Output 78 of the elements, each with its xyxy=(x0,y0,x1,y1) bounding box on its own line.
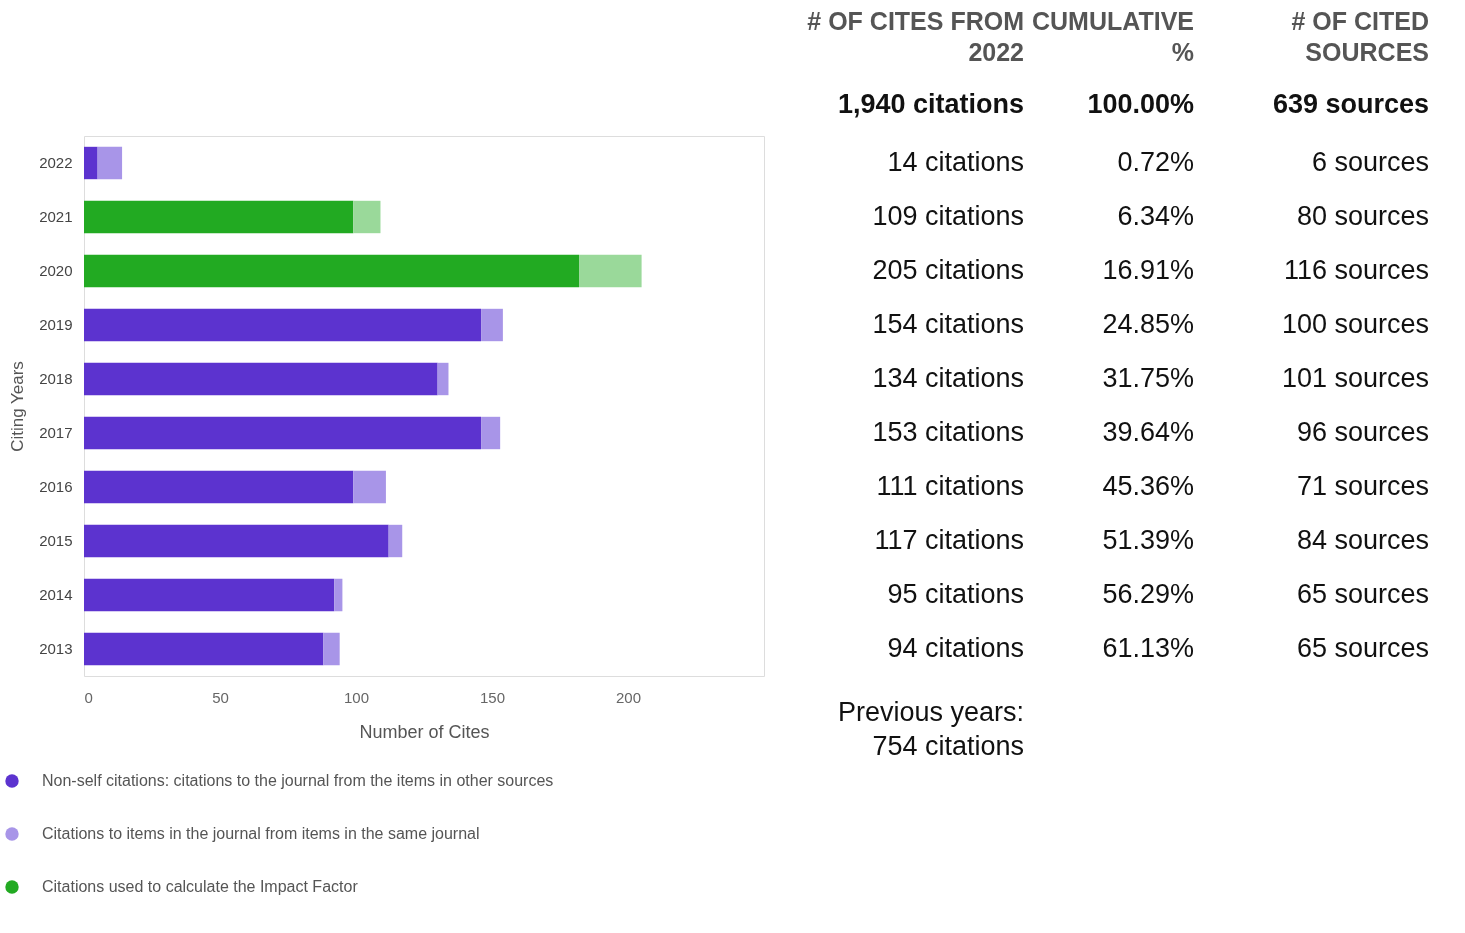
text: 61.13% xyxy=(1102,633,1194,663)
text: 6 sources xyxy=(1311,147,1429,177)
bar xyxy=(437,362,449,396)
legend-label: Non-self citations: citations to the journal from the items in other sources xyxy=(42,772,554,789)
text: 134 citations xyxy=(872,363,1024,393)
bar xyxy=(323,632,340,666)
y-tick-label: 2014 xyxy=(39,586,73,603)
text: 56.29% xyxy=(1102,579,1194,609)
bar xyxy=(84,632,324,666)
bar xyxy=(84,470,354,504)
text: 65 sources xyxy=(1296,579,1429,609)
text: 45.36% xyxy=(1102,471,1194,501)
text: 101 sources xyxy=(1281,363,1429,393)
text: 100 sources xyxy=(1281,309,1429,339)
text: 24.85% xyxy=(1102,309,1194,339)
bar xyxy=(481,308,503,342)
text: 116 sources xyxy=(1283,255,1429,285)
bar xyxy=(84,146,98,180)
text: 80 sources xyxy=(1296,201,1429,231)
text: 0.72% xyxy=(1117,147,1194,177)
bar xyxy=(84,254,580,288)
x-tick-label: 100 xyxy=(343,688,370,706)
bar xyxy=(353,200,381,234)
text: 71 sources xyxy=(1296,471,1429,501)
bar xyxy=(84,362,438,396)
x-tick-label: 200 xyxy=(615,688,642,706)
y-tick-label: 2019 xyxy=(39,316,73,333)
text: 153 citations xyxy=(872,417,1024,447)
y-axis-title: Citing Years xyxy=(8,361,28,452)
bar xyxy=(579,254,642,288)
text: 96 sources xyxy=(1296,417,1429,447)
x-tick-label: 150 xyxy=(479,688,506,706)
y-tick-label: 2016 xyxy=(39,478,73,495)
text: 639 sources xyxy=(1272,89,1429,119)
category-label: CUMULATIVE % xyxy=(1031,7,1194,66)
text: 6.34% xyxy=(1117,201,1194,231)
x-axis-title: Number of Cites xyxy=(359,721,490,742)
text: 100.00% xyxy=(1087,89,1194,119)
text: 95 citations xyxy=(887,579,1024,609)
legend-label: Citations used to calculate the Impact Factor xyxy=(42,878,359,895)
text: 39.64% xyxy=(1102,417,1194,447)
text: 205 citations xyxy=(872,255,1024,285)
category-label: # OF CITES FROM 2022 xyxy=(807,7,1024,66)
bar xyxy=(84,416,482,450)
y-tick-label: 2021 xyxy=(39,208,73,225)
bar xyxy=(481,416,501,450)
bar xyxy=(334,578,343,612)
bar xyxy=(84,200,354,234)
bar xyxy=(97,146,123,180)
text: 94 citations xyxy=(887,633,1024,663)
text: 84 sources xyxy=(1296,525,1429,555)
category-label: # OF CITED SOURCES xyxy=(1291,7,1429,66)
x-tick-label: 50 xyxy=(212,688,229,706)
bar xyxy=(84,524,389,558)
text: 51.39% xyxy=(1102,525,1194,555)
bar xyxy=(84,578,335,612)
y-tick-label: 2015 xyxy=(39,532,73,549)
text: 31.75% xyxy=(1102,363,1194,393)
text: 117 citations xyxy=(874,525,1024,555)
y-tick-label: 2018 xyxy=(39,370,73,387)
bar xyxy=(84,308,482,342)
y-tick-label: 2020 xyxy=(39,262,73,279)
text: 14 citations xyxy=(887,147,1024,177)
y-tick-label: 2017 xyxy=(39,424,73,441)
text: 109 citations xyxy=(872,201,1024,231)
legend-label: Citations to items in the journal from items in the same journal xyxy=(42,825,480,842)
y-tick-label: 2022 xyxy=(39,154,73,171)
x-tick-label: 0 xyxy=(84,688,93,706)
bar xyxy=(388,524,403,558)
text: 16.91% xyxy=(1102,255,1194,285)
text: 111 citations xyxy=(876,471,1024,501)
bar xyxy=(353,470,386,504)
text: Previous years: xyxy=(837,697,1024,727)
text: 754 citations xyxy=(872,731,1024,761)
text: 1,940 citations xyxy=(837,89,1024,119)
y-tick-label: 2013 xyxy=(39,640,73,657)
text: 65 sources xyxy=(1296,633,1429,663)
text: 154 citations xyxy=(872,309,1024,339)
